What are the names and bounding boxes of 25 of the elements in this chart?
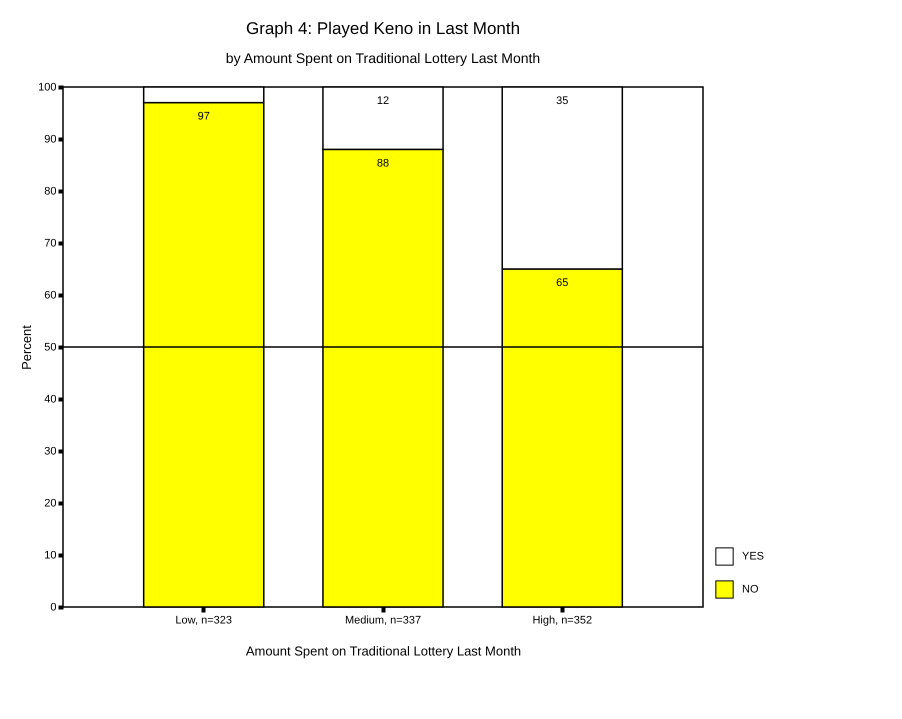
x-tick-label: Low, n=323 (175, 614, 232, 626)
chart-subtitle: by Amount Spent on Traditional Lottery Last Month (226, 50, 540, 66)
y-tick-label: 20 (44, 498, 56, 510)
legend-label: YES (742, 550, 764, 562)
data-label: 65 (556, 277, 568, 289)
data-label: 97 (198, 110, 210, 123)
data-label: 12 (376, 95, 390, 107)
y-tick-label: 50 (44, 342, 56, 354)
y-tick-label: 0 (50, 602, 56, 614)
chart-title: Graph 4: Played Keno in Last Month (246, 19, 520, 38)
y-tick-label: 70 (44, 238, 56, 250)
x-tick-label: Medium, n=337 (344, 614, 422, 626)
x-axis-title: Amount Spent on Traditional Lottery Last Month (246, 644, 522, 658)
y-tick-label: 10 (44, 550, 56, 562)
legend-label: NO (742, 584, 759, 596)
y-tick-label: 60 (44, 290, 56, 302)
x-tick-label: High, n=352 (532, 614, 592, 626)
data-label: 35 (556, 95, 568, 107)
data-label: 88 (376, 157, 390, 170)
y-tick-label: 40 (44, 394, 56, 406)
y-tick-label: 80 (44, 186, 56, 198)
y-tick-label: 90 (44, 134, 56, 146)
y-tick-label: 30 (44, 446, 56, 458)
y-tick-label: 100 (38, 82, 56, 94)
y-axis-title: Percent (19, 324, 34, 370)
